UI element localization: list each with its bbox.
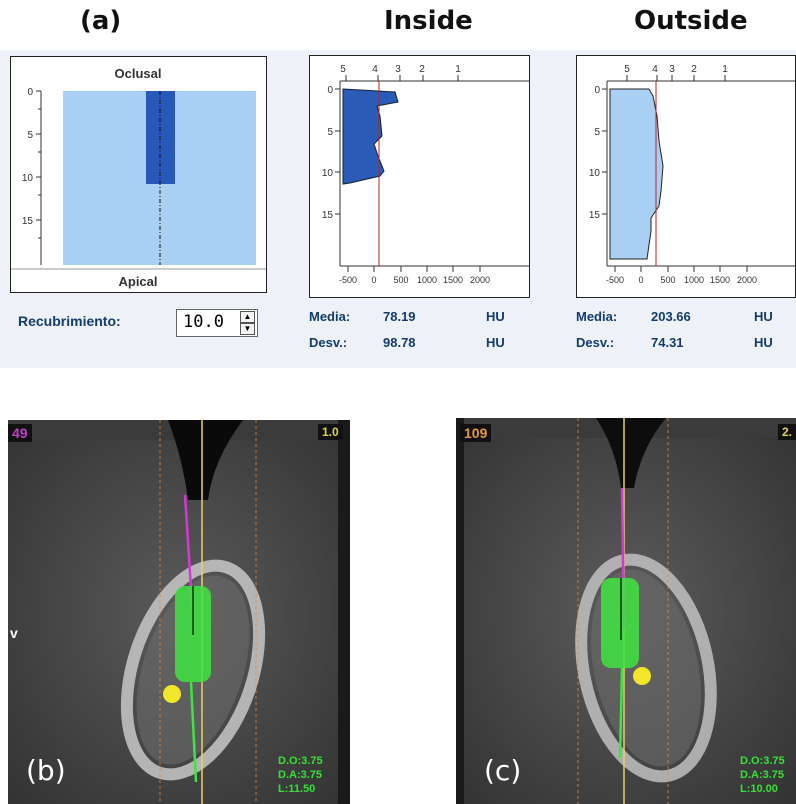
panel-a-title: (a) bbox=[80, 6, 122, 36]
hu-tick: 1500 bbox=[443, 275, 463, 285]
depth-tick: 15 bbox=[322, 210, 334, 221]
ct-image-c: 109 2. (c) D.O:3.75 D.A:3.75 L:10.00 bbox=[456, 418, 796, 804]
outside-title: Outside bbox=[634, 6, 748, 36]
hu-tick: -500 bbox=[339, 275, 357, 285]
inside-desv-unit: HU bbox=[486, 335, 505, 350]
recubrimiento-label: Recubrimiento: bbox=[18, 313, 121, 329]
outside-media-unit: HU bbox=[754, 309, 773, 324]
depth-tick: 15 bbox=[22, 216, 34, 227]
view-side-label: v bbox=[10, 625, 18, 641]
hu-tick: 1500 bbox=[710, 275, 730, 285]
recubrimiento-value[interactable]: 10.0 bbox=[183, 312, 224, 332]
implant-axis-line bbox=[189, 681, 198, 783]
top-tick: 3 bbox=[669, 64, 675, 75]
depth-tick: 0 bbox=[327, 85, 333, 96]
nerve-marker bbox=[633, 667, 651, 685]
inside-title: Inside bbox=[384, 6, 473, 36]
hu-tick: 2000 bbox=[470, 275, 490, 285]
inside-media-value: 78.19 bbox=[383, 309, 416, 324]
outside-plot-svg: 5 4 3 2 1 0 5 10 15 -500 0 500 1000 1500… bbox=[589, 64, 795, 285]
inside-media-label: Media: bbox=[309, 309, 351, 324]
depth-tick: 0 bbox=[27, 87, 33, 98]
measurement: D.O:3.75 bbox=[740, 755, 785, 767]
panel-c-label: (c) bbox=[484, 754, 522, 787]
inside-density-plot: 5 4 3 2 1 0 5 10 15 -500 0 500 1000 1500… bbox=[309, 55, 530, 298]
ct-image-b: 49 1.0 v (b) D.O:3.75 D.A:3.75 L:11.50 bbox=[8, 420, 350, 804]
outside-density-plot: 5 4 3 2 1 0 5 10 15 -500 0 500 1000 1500… bbox=[576, 55, 796, 298]
air-gap bbox=[168, 420, 243, 500]
inside-density-profile bbox=[342, 88, 399, 185]
apical-label: Apical bbox=[118, 274, 157, 289]
depth-tick: 10 bbox=[322, 168, 334, 179]
spinner-down-button[interactable]: ▼ bbox=[240, 323, 255, 335]
top-tick: 1 bbox=[455, 64, 461, 75]
alveolar-bone bbox=[120, 559, 266, 781]
hu-tick: 0 bbox=[638, 275, 643, 285]
inside-desv-value: 98.78 bbox=[383, 335, 416, 350]
depth-tick: 15 bbox=[589, 210, 601, 221]
outside-desv-label: Desv.: bbox=[576, 335, 615, 350]
top-tick: 3 bbox=[395, 64, 401, 75]
recubrimiento-spinner[interactable]: 10.0 ▲ ▼ bbox=[176, 309, 258, 337]
top-tick: 4 bbox=[372, 64, 378, 75]
depth-tick: 10 bbox=[22, 173, 34, 184]
slice-number: 109 bbox=[460, 424, 492, 442]
implant-diagram-svg: Oclusal 0 5 10 15 Apical bbox=[11, 66, 266, 289]
hu-tick: 1000 bbox=[684, 275, 704, 285]
depth-tick: 5 bbox=[327, 127, 333, 138]
measurement: D.A:3.75 bbox=[278, 769, 323, 781]
measurement: D.A:3.75 bbox=[740, 769, 785, 781]
zoom-scale: 2. bbox=[778, 424, 796, 440]
implant-measurements: D.O:3.75 D.A:3.75 L:10.00 bbox=[740, 754, 785, 796]
top-tick: 2 bbox=[419, 64, 425, 75]
implant-axis-line bbox=[618, 667, 624, 759]
depth-tick: 0 bbox=[594, 85, 600, 96]
inside-desv-label: Desv.: bbox=[309, 335, 348, 350]
outside-media-label: Media: bbox=[576, 309, 618, 324]
implant-diagram: Oclusal 0 5 10 15 Apical bbox=[10, 56, 267, 293]
top-tick: 5 bbox=[624, 64, 630, 75]
spinner-up-button[interactable]: ▲ bbox=[240, 311, 255, 323]
outside-density-profile bbox=[609, 88, 664, 260]
zoom-scale: 1.0 bbox=[318, 424, 343, 440]
inside-plot-svg: 5 4 3 2 1 0 5 10 15 -500 0 500 1000 1500… bbox=[322, 64, 529, 285]
slice-number: 49 bbox=[8, 424, 32, 442]
depth-tick: 5 bbox=[594, 127, 600, 138]
measurement: L:11.50 bbox=[278, 783, 316, 795]
hu-tick: 2000 bbox=[737, 275, 757, 285]
outside-media-value: 203.66 bbox=[651, 309, 691, 324]
top-tick: 4 bbox=[652, 64, 658, 75]
ct-b-svg bbox=[8, 420, 350, 804]
hu-tick: 1000 bbox=[417, 275, 437, 285]
hu-tick: 0 bbox=[371, 275, 376, 285]
inside-media-unit: HU bbox=[486, 309, 505, 324]
measurement: L:10.00 bbox=[740, 783, 778, 795]
implant-measurements: D.O:3.75 D.A:3.75 L:11.50 bbox=[278, 754, 323, 796]
top-tick: 1 bbox=[722, 64, 728, 75]
nerve-marker bbox=[163, 685, 181, 703]
hu-tick: -500 bbox=[606, 275, 624, 285]
hu-tick: 500 bbox=[660, 275, 675, 285]
outside-desv-unit: HU bbox=[754, 335, 773, 350]
top-tick: 5 bbox=[340, 64, 346, 75]
measurement: D.O:3.75 bbox=[278, 755, 323, 767]
hu-tick: 500 bbox=[393, 275, 408, 285]
outside-desv-value: 74.31 bbox=[651, 335, 684, 350]
oclusal-label: Oclusal bbox=[115, 66, 162, 81]
depth-tick: 5 bbox=[27, 130, 33, 141]
panel-b-label: (b) bbox=[26, 754, 66, 787]
air-gap bbox=[596, 418, 666, 488]
depth-tick: 10 bbox=[589, 168, 601, 179]
ct-c-svg bbox=[456, 418, 796, 804]
top-tick: 2 bbox=[691, 64, 697, 75]
